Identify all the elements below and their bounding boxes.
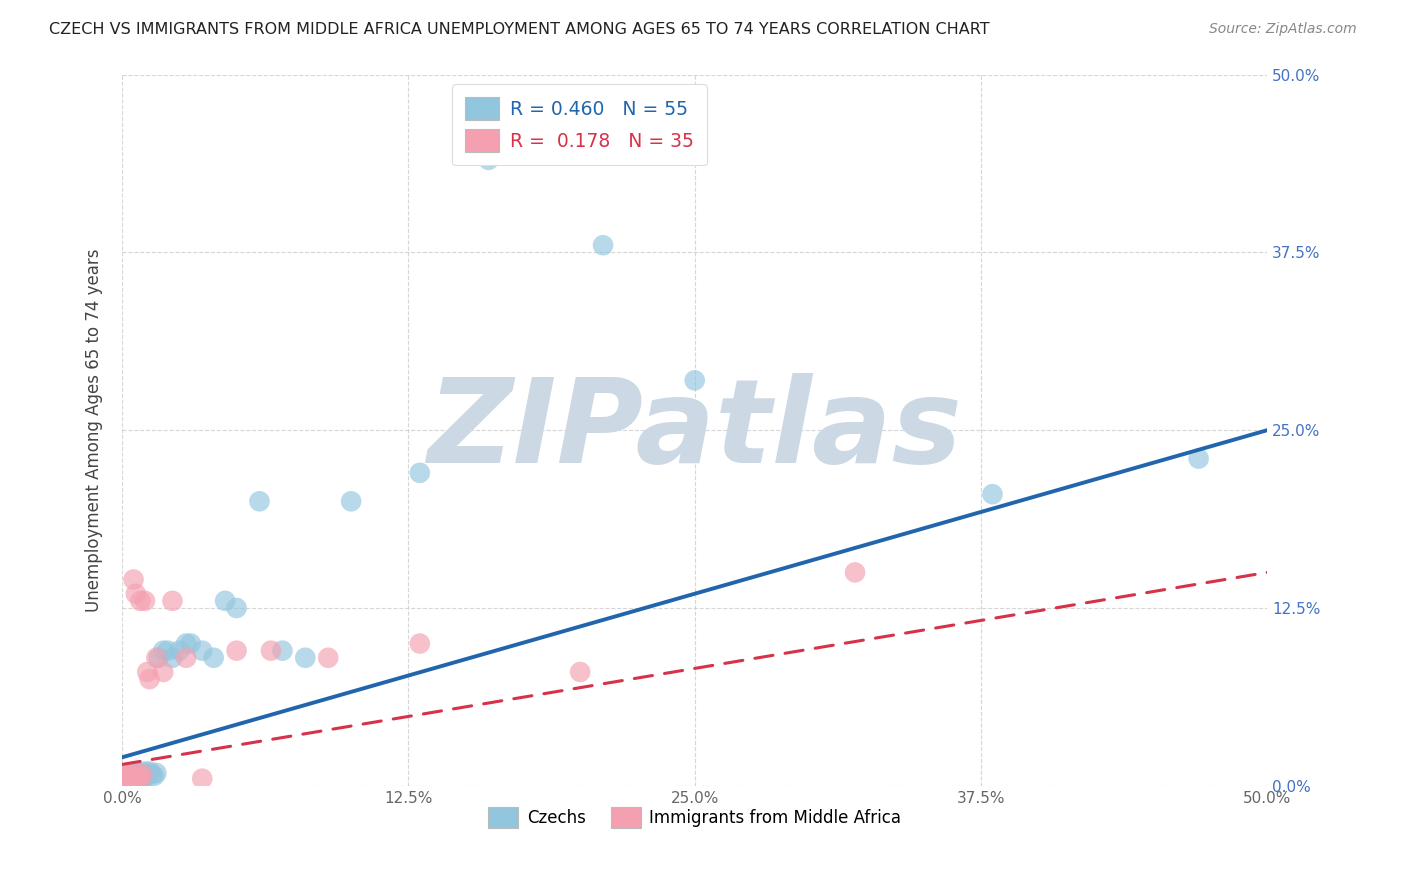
Point	[191, 643, 214, 657]
Point	[174, 636, 197, 650]
Point	[592, 238, 614, 252]
Point	[136, 767, 159, 781]
Point	[152, 665, 174, 679]
Point	[120, 774, 142, 789]
Y-axis label: Unemployment Among Ages 65 to 74 years: Unemployment Among Ages 65 to 74 years	[86, 248, 103, 612]
Point	[127, 767, 149, 781]
Point	[294, 650, 316, 665]
Point	[122, 773, 145, 788]
Point	[569, 665, 592, 679]
Point	[136, 665, 159, 679]
Point	[148, 650, 170, 665]
Point	[271, 643, 294, 657]
Point	[145, 766, 167, 780]
Legend: Czechs, Immigrants from Middle Africa: Czechs, Immigrants from Middle Africa	[482, 801, 908, 834]
Point	[129, 767, 152, 781]
Point	[125, 764, 148, 779]
Point	[225, 601, 247, 615]
Point	[191, 772, 214, 786]
Point	[169, 643, 191, 657]
Point	[122, 776, 145, 790]
Point	[115, 772, 138, 786]
Point	[115, 776, 138, 790]
Point	[118, 767, 141, 781]
Point	[180, 636, 202, 650]
Point	[138, 764, 160, 779]
Point	[138, 672, 160, 686]
Point	[202, 650, 225, 665]
Point	[129, 772, 152, 786]
Point	[134, 764, 156, 779]
Point	[120, 766, 142, 780]
Point	[141, 767, 163, 781]
Point	[129, 594, 152, 608]
Point	[118, 770, 141, 784]
Point	[118, 767, 141, 781]
Point	[120, 770, 142, 784]
Point	[115, 769, 138, 783]
Point	[131, 766, 153, 780]
Point	[125, 769, 148, 783]
Point	[115, 773, 138, 788]
Point	[115, 774, 138, 789]
Point	[120, 769, 142, 783]
Point	[129, 772, 152, 786]
Point	[120, 772, 142, 786]
Point	[118, 774, 141, 789]
Point	[112, 774, 135, 789]
Point	[683, 373, 706, 387]
Point	[249, 494, 271, 508]
Point	[145, 650, 167, 665]
Point	[125, 587, 148, 601]
Point	[131, 767, 153, 781]
Point	[120, 774, 142, 789]
Point	[844, 566, 866, 580]
Point	[134, 770, 156, 784]
Point	[118, 772, 141, 786]
Point	[214, 594, 236, 608]
Point	[122, 767, 145, 781]
Point	[125, 773, 148, 788]
Text: Source: ZipAtlas.com: Source: ZipAtlas.com	[1209, 22, 1357, 37]
Text: ZIPatlas: ZIPatlas	[427, 373, 962, 488]
Point	[112, 776, 135, 790]
Point	[122, 573, 145, 587]
Point	[127, 766, 149, 780]
Point	[122, 773, 145, 788]
Point	[316, 650, 339, 665]
Point	[981, 487, 1004, 501]
Point	[1188, 451, 1211, 466]
Point	[118, 772, 141, 786]
Point	[162, 650, 184, 665]
Point	[127, 774, 149, 789]
Point	[131, 773, 153, 788]
Point	[409, 466, 432, 480]
Point	[152, 643, 174, 657]
Point	[122, 770, 145, 784]
Point	[115, 769, 138, 783]
Point	[174, 650, 197, 665]
Point	[225, 643, 247, 657]
Point	[112, 773, 135, 788]
Point	[156, 643, 179, 657]
Point	[260, 643, 283, 657]
Point	[134, 594, 156, 608]
Point	[127, 770, 149, 784]
Point	[143, 769, 166, 783]
Point	[122, 776, 145, 790]
Point	[125, 773, 148, 788]
Point	[112, 772, 135, 786]
Point	[162, 594, 184, 608]
Point	[409, 636, 432, 650]
Point	[477, 153, 499, 167]
Point	[127, 770, 149, 784]
Point	[118, 774, 141, 789]
Point	[120, 766, 142, 780]
Text: CZECH VS IMMIGRANTS FROM MIDDLE AFRICA UNEMPLOYMENT AMONG AGES 65 TO 74 YEARS CO: CZECH VS IMMIGRANTS FROM MIDDLE AFRICA U…	[49, 22, 990, 37]
Point	[340, 494, 363, 508]
